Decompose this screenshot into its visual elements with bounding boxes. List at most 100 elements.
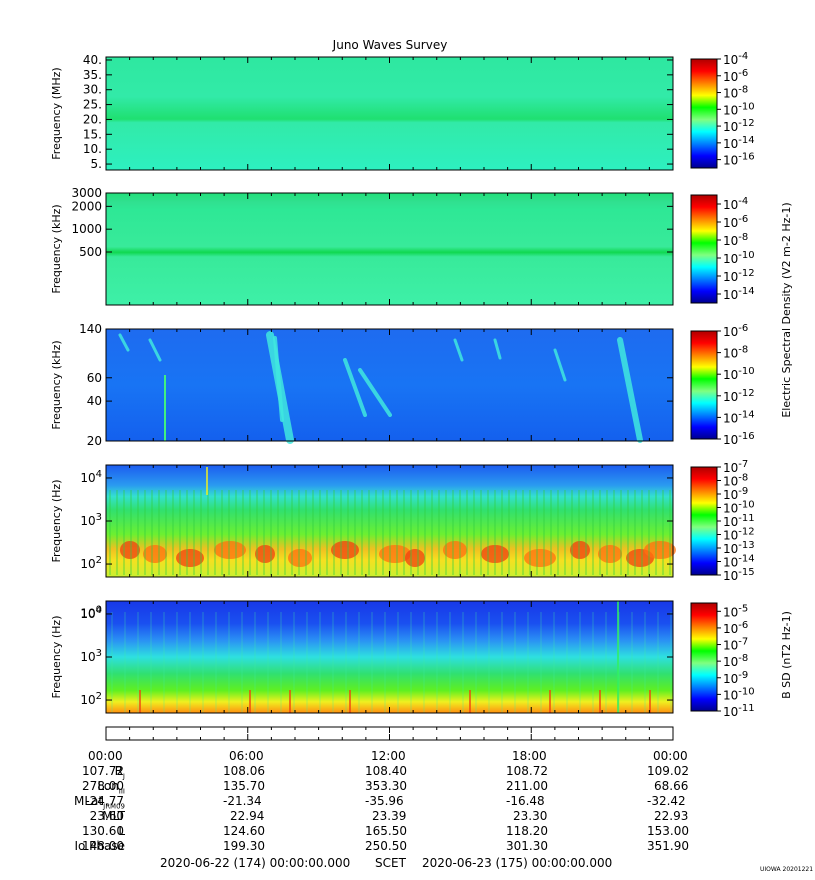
ephemeris-value: -24.77: [85, 794, 124, 808]
panel-2-spectrogram: [106, 193, 673, 305]
colorbar-tick-label: 10-8: [723, 85, 748, 101]
emission-blob: [598, 545, 622, 563]
ephemeris-value: 22.93: [654, 809, 689, 823]
colorbar-tick-label: 10-6: [723, 323, 748, 339]
emission-blob: [443, 541, 467, 559]
y-tick-label: 25.: [83, 98, 102, 112]
electric-colorbar-title: Electric Spectral Density (V2 m-2 Hz-1): [780, 202, 793, 417]
y-tick-label: 103: [80, 648, 102, 664]
y-axis-label: Frequency (kHz): [50, 340, 63, 429]
ephemeris-value: 23.60: [89, 809, 124, 823]
y-tick-label: 500: [79, 245, 102, 259]
ephemeris-value: 199.30: [223, 839, 265, 853]
colorbar-tick-label: 10-7: [723, 637, 748, 653]
ephemeris-value: 22.94: [230, 809, 265, 823]
colorbar-tick-label: 10-10: [723, 686, 755, 702]
y-axis-label: Frequency (Hz): [50, 616, 63, 699]
colorbar-tick-label: 10-12: [723, 388, 755, 404]
emission-blob: [176, 549, 204, 567]
colorbar-gradient: [690, 602, 718, 712]
footer-scet-label: SCET: [375, 856, 406, 870]
ephemeris-row: LonIII 278.00 135.70 353.30 211.00 68.66: [0, 779, 815, 795]
colorbar-tick-label: 10-15: [723, 567, 755, 583]
colorbar-gradient: [690, 194, 718, 304]
ephemeris-value: 278.00: [82, 779, 124, 793]
emission-blob: [379, 545, 411, 563]
ephemeris-value: -35.96: [365, 794, 404, 808]
ephemeris-label: MLatJRM09: [74, 794, 125, 811]
y-tick-label: 20: [87, 434, 102, 448]
y-tick-label: 5.: [91, 157, 102, 171]
y-tick-label: 60: [87, 371, 102, 385]
colorbar-tick-label: 10-6: [723, 214, 748, 230]
emission-blob: [214, 541, 246, 559]
panel-2: [105, 192, 674, 306]
ephemeris-row: L 130.60 124.60 165.50 118.20 153.00: [0, 824, 815, 839]
ephemeris-value: -32.42: [647, 794, 686, 808]
burst-streak: [148, 338, 162, 362]
colorbar-gradient: [690, 330, 718, 440]
colorbar-tick-label: 10-8: [723, 232, 748, 248]
ephemeris-value: 351.90: [647, 839, 689, 853]
uiowa-stamp: UIOWA 20201221: [760, 866, 814, 873]
y-tick-label: 104: [80, 469, 102, 485]
ephemeris-label: MLT: [102, 809, 125, 823]
colorbar-tick-label: 10-8: [723, 345, 748, 361]
y-tick-label: 102: [80, 691, 102, 707]
burst-streak: [493, 338, 502, 360]
ephemeris-value: 108.40: [365, 764, 407, 778]
burst-streak: [617, 337, 643, 443]
ephemeris-value: 211.00: [506, 779, 548, 793]
y-tick-label: 35.: [83, 68, 102, 82]
emission-blob: [481, 545, 509, 563]
ephemeris-value: 68.66: [654, 779, 689, 793]
emission-blob: [288, 549, 312, 567]
colorbar-tick-label: 10-6: [723, 620, 748, 636]
ephemeris-value: 250.50: [365, 839, 407, 853]
footer-end-time: 2020-06-23 (175) 00:00:00.000: [422, 856, 613, 870]
colorbar-tick-label: 10-14: [723, 135, 755, 151]
panel-3-colorbar: 10-6 10-8 10-10 10-12 10-14 10-16: [690, 323, 755, 447]
colorbar-tick-label: 10-12: [723, 268, 755, 284]
colorbar-tick-label: 10-16: [723, 152, 755, 168]
ephemeris-value: -21.34: [223, 794, 262, 808]
time-tick-label: 00:00: [653, 749, 688, 763]
colorbar-tick-label: 10-9: [723, 670, 748, 686]
figure-title: Juno Waves Survey: [332, 38, 448, 52]
ephemeris-value: -16.48: [506, 794, 545, 808]
ephemeris-value: 165.50: [365, 824, 407, 838]
colorbar-tick-label: 10-10: [723, 101, 755, 117]
ephemeris-value: 135.70: [223, 779, 265, 793]
burst-streak: [273, 336, 284, 422]
panel-1: [105, 56, 674, 171]
ephemeris-value: 109.02: [647, 764, 689, 778]
panel-2-colorbar: 10-4 10-6 10-8 10-10 10-12 10-14: [690, 194, 755, 304]
emission-blob: [331, 541, 359, 559]
colorbar-tick-label: 10-8: [723, 653, 748, 669]
emission-blob: [524, 549, 556, 567]
y-tick-label: 40.: [83, 53, 102, 67]
panel-5-spectrogram: [106, 601, 673, 713]
ephemeris-value: 301.30: [506, 839, 548, 853]
colorbar-tick-label: 10-16: [723, 431, 755, 447]
y-tick-label: 2000: [71, 199, 102, 213]
y-tick-label: 104: [80, 605, 102, 621]
emission-blob: [255, 545, 275, 563]
ephemeris-value: 124.60: [223, 824, 265, 838]
y-tick-label: 30.: [83, 83, 102, 97]
colorbar-gradient: [690, 466, 718, 576]
time-tick-label: 18:00: [512, 749, 547, 763]
colorbar-tick-label: 10-10: [723, 250, 755, 266]
time-axis: [105, 726, 674, 741]
ephemeris-value: 23.39: [372, 809, 407, 823]
ephemeris-row: RJ 107.72 108.06 108.40 108.72 109.02: [0, 764, 815, 780]
y-axis-label: Frequency (kHz): [50, 204, 63, 293]
ephemeris-label: Io Phase: [74, 839, 125, 853]
footer-start-time: 2020-06-22 (174) 00:00:00.000: [160, 856, 351, 870]
ephemeris-row: MLatJRM09 -24.77 -21.34 -35.96 -16.48 -32.42: [0, 794, 815, 811]
ephemeris-value: 148.00: [82, 839, 124, 853]
y-tick-label: 140: [79, 322, 102, 336]
